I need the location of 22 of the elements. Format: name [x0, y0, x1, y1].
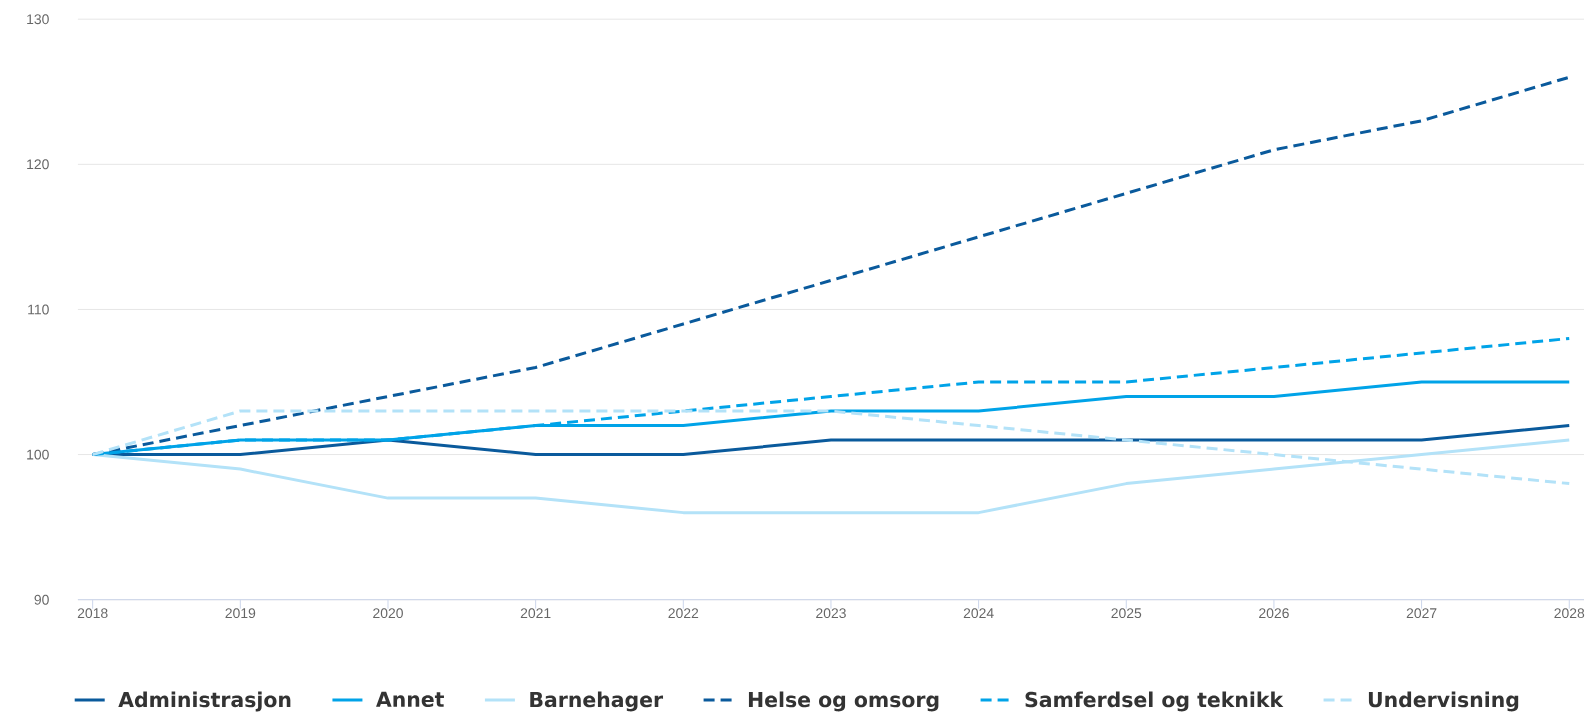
legend-label: Barnehager — [530, 691, 664, 712]
x-tick-label: 2020 — [373, 608, 403, 619]
y-tick-label: 100 — [27, 449, 49, 460]
y-tick-label: 130 — [27, 14, 49, 25]
x-tick-label: 2025 — [1111, 608, 1142, 619]
x-tick-label: 2021 — [520, 608, 551, 619]
legend-label: Helse og omsorg — [748, 691, 939, 712]
x-tick-label: 2028 — [1554, 608, 1585, 619]
x-tick-label: 2024 — [963, 608, 994, 619]
legend-label: Undervisning — [1368, 691, 1519, 712]
x-tick-label: 2023 — [816, 608, 846, 619]
y-tick-label: 120 — [27, 159, 49, 170]
legend-label: Samferdsel og teknikk — [1025, 691, 1284, 712]
legend-label: Annet — [376, 691, 444, 707]
x-tick-label: 2018 — [77, 608, 108, 619]
y-tick-label: 90 — [34, 594, 49, 605]
x-tick-label: 2027 — [1406, 608, 1437, 619]
legend-label: Administrasjon — [118, 691, 291, 712]
y-tick-label: 110 — [28, 304, 49, 315]
x-tick-label: 2026 — [1259, 608, 1289, 619]
x-tick-label: 2019 — [225, 608, 256, 619]
x-tick-label: 2022 — [668, 608, 699, 619]
